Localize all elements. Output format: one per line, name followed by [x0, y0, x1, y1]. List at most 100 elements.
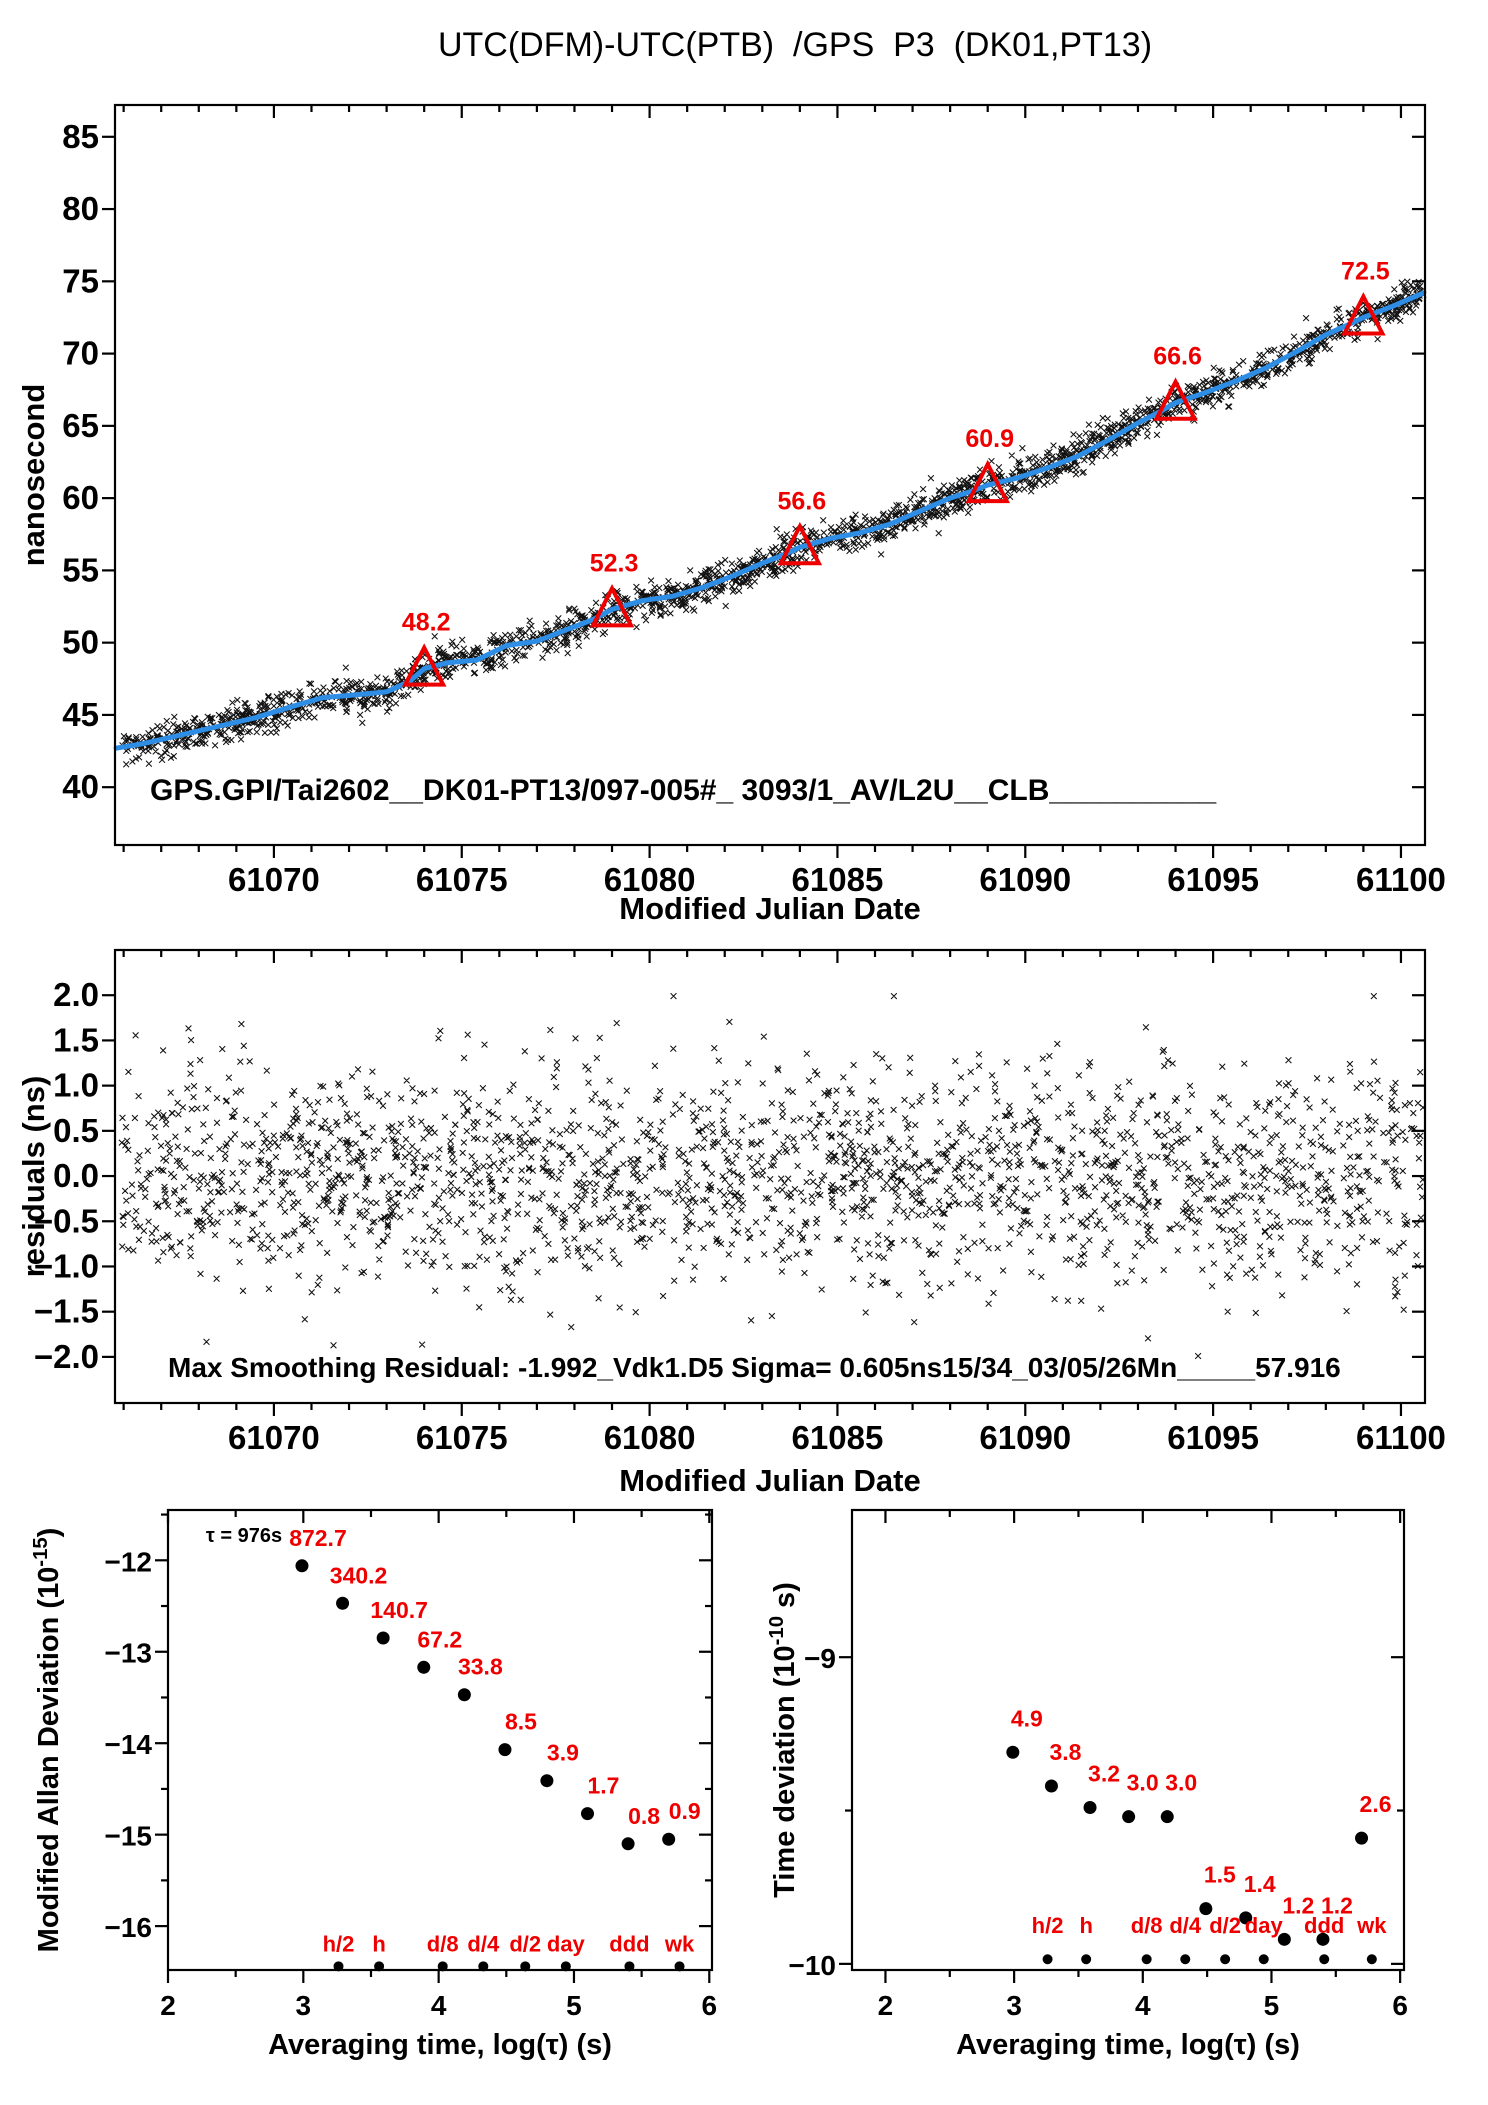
deviation-point: [662, 1832, 676, 1846]
y-tick-label: 0.0: [53, 1157, 99, 1194]
deviation-value-label: 8.5: [505, 1709, 537, 1735]
panel-frame: [166, 1508, 714, 1972]
averaging-interval-dot: [1366, 1954, 1377, 1965]
averaging-interval-dot: [1319, 1954, 1330, 1965]
averaging-interval-dot: [1180, 1954, 1191, 1965]
x-axis-title: Averaging time, log(τ) (s): [956, 2029, 1300, 2061]
deviation-value-label: 1.7: [588, 1773, 620, 1799]
x-tick-label: 61095: [1167, 861, 1259, 898]
x-tick-label: 3: [296, 1990, 312, 2021]
deviation-value-label: 1.4: [1244, 1871, 1276, 1897]
y-tick-label: −15: [105, 1821, 153, 1852]
panel-tdev: 4.93.83.2 3.0 3.01.5 1.41.2 1.22.6h/2 h d/8 d/4…: [766, 1508, 1408, 2061]
deviation-point: [417, 1660, 431, 1674]
calibration-value-label: 56.6: [778, 487, 827, 515]
x-axis-title: Modified Julian Date: [619, 891, 920, 926]
averaging-interval-dot: [624, 1961, 635, 1972]
averaging-interval-label: d/2: [509, 1932, 541, 1957]
deviation-value-label: 3.9: [547, 1740, 579, 1766]
panel-frame: [113, 103, 1427, 847]
deviation-point: [1006, 1745, 1020, 1759]
y-tick-label: −1.0: [34, 1247, 99, 1284]
y-tick-label: −12: [105, 1546, 153, 1577]
deviation-value-label: 1.2: [1282, 1892, 1314, 1918]
deviation-point: [581, 1807, 595, 1821]
y-tick-label: 55: [62, 551, 99, 588]
y-tick-label: 0.5: [53, 1112, 99, 1149]
deviation-point: [1122, 1810, 1136, 1824]
calibration-triangle-marker: [401, 643, 447, 687]
deviation-value-label: 3.0: [1165, 1770, 1197, 1796]
deviation-point: [457, 1688, 471, 1702]
x-tick-label: 4: [1135, 1990, 1151, 2021]
deviation-value-label: 0.9: [669, 1798, 701, 1824]
deviation-point: [1044, 1779, 1058, 1793]
calibration-value-label: 72.5: [1341, 257, 1390, 285]
x-tick-label: 61080: [604, 861, 696, 898]
x-tick-label: 61085: [792, 1419, 884, 1456]
y-tick-label: 45: [62, 696, 99, 733]
x-tick-label: 5: [1264, 1990, 1280, 2021]
averaging-interval-label: ddd: [609, 1932, 649, 1957]
y-tick-label: 65: [62, 407, 99, 444]
deviation-point: [621, 1837, 635, 1851]
y-tick-label: −2.0: [34, 1338, 99, 1375]
deviation-value-label: 3.2: [1088, 1760, 1120, 1786]
y-tick-label: 85: [62, 118, 99, 155]
deviation-value-label: 1.5: [1204, 1862, 1236, 1888]
averaging-interval-label: h: [1079, 1913, 1092, 1938]
dataset-id-text: GPS.GPI/Tai2602__DK01-PT13/097-005#_ 309…: [150, 774, 1217, 807]
x-tick-label: 61075: [416, 861, 508, 898]
averaging-interval-dot: [478, 1961, 489, 1972]
calibration-triangle-marker: [777, 521, 823, 566]
y-tick-label: −1.5: [34, 1293, 99, 1330]
y-tick-label: 40: [62, 768, 99, 805]
y-axis-title: nanosecond: [16, 384, 51, 567]
y-axis-title: residuals (ns): [16, 1076, 51, 1278]
averaging-interval-dot: [560, 1961, 571, 1972]
deviation-point: [1199, 1902, 1213, 1916]
calibration-triangle-marker: [1341, 292, 1386, 336]
calibration-value-label: 60.9: [965, 425, 1014, 453]
y-tick-label: −0.5: [34, 1202, 99, 1239]
deviation-point: [1316, 1932, 1330, 1946]
y-tick-label: 80: [62, 190, 99, 227]
deviation-point: [336, 1596, 350, 1610]
x-tick-label: 61100: [1356, 1419, 1446, 1456]
x-tick-label: 3: [1006, 1990, 1022, 2021]
calibration-value-label: 52.3: [590, 549, 639, 577]
y-tick-label: 70: [62, 335, 99, 372]
averaging-interval-dot: [674, 1961, 685, 1972]
scatter-points: [119, 278, 1427, 768]
deviation-value-label: 4.9: [1011, 1705, 1043, 1731]
deviation-value-label: 340.2: [330, 1562, 388, 1588]
y-tick-label: 1.5: [53, 1021, 99, 1058]
panel-frame: [850, 1508, 1406, 1972]
x-tick-label: 6: [1392, 1990, 1408, 2021]
averaging-interval-dot: [1081, 1954, 1092, 1965]
averaging-interval-label: d/2: [1209, 1913, 1241, 1938]
deviation-point: [1083, 1800, 1097, 1814]
panel-mdev: 872.7 340.2 140.7 67.233.8 8.5 3.9 1.7 0.8 0.9 h/…: [30, 1508, 718, 2061]
panel-phase: 48.2 52.3 56.6 60.9 66.6 72.5 GPS.GPI/Tai2602_…: [16, 103, 1446, 926]
calibration-value-label: 66.6: [1153, 343, 1202, 371]
x-tick-label: 4: [431, 1990, 447, 2021]
averaging-interval-dot: [374, 1961, 385, 1972]
x-tick-label: 6: [702, 1990, 718, 2021]
averaging-interval-label: ddd: [1304, 1913, 1344, 1938]
deviation-point: [376, 1631, 390, 1645]
calibration-triangle-marker: [1153, 377, 1198, 421]
x-tick-label: 5: [566, 1990, 582, 2021]
averaging-interval-label: day: [1245, 1913, 1284, 1938]
x-tick-label: 61090: [979, 1419, 1071, 1456]
y-tick-label: −16: [105, 1912, 153, 1943]
x-tick-label: 61070: [228, 861, 320, 898]
panel-frame: [113, 948, 1427, 1405]
x-axis-title: Modified Julian Date: [619, 1463, 920, 1498]
y-tick-label: −10: [789, 1950, 837, 1981]
y-tick-label: 2.0: [53, 976, 99, 1013]
deviation-value-label: 33.8: [458, 1654, 503, 1680]
deviation-point: [540, 1774, 554, 1788]
averaging-interval-label: day: [547, 1932, 586, 1957]
averaging-interval-label: wk: [1356, 1913, 1387, 1938]
